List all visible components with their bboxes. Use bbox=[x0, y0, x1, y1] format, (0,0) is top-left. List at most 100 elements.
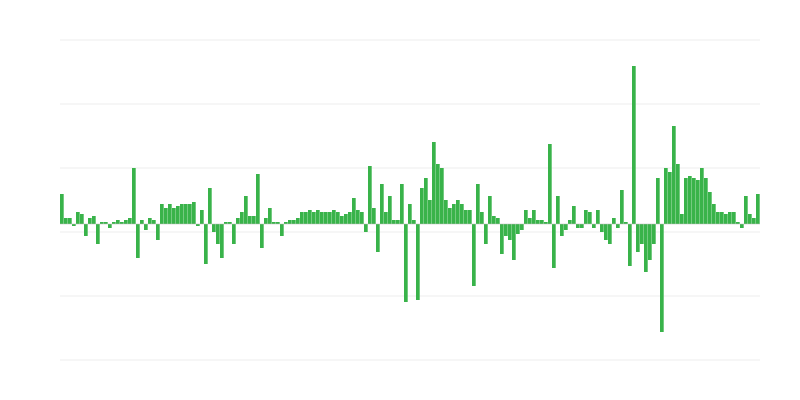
bar bbox=[284, 222, 288, 224]
bar bbox=[540, 220, 544, 224]
bar bbox=[200, 210, 204, 224]
bar bbox=[400, 184, 404, 224]
bar bbox=[516, 224, 520, 234]
bar bbox=[136, 224, 140, 258]
bar bbox=[636, 224, 640, 252]
bar bbox=[360, 212, 364, 224]
bar bbox=[448, 208, 452, 224]
bar bbox=[584, 210, 588, 224]
bar bbox=[484, 224, 488, 244]
bar bbox=[428, 200, 432, 224]
bar bbox=[608, 224, 612, 244]
bar bbox=[180, 204, 184, 224]
bar bbox=[664, 168, 668, 224]
bar bbox=[80, 214, 84, 224]
bar bbox=[368, 166, 372, 224]
bar bbox=[112, 222, 116, 224]
bar bbox=[456, 200, 460, 224]
bar bbox=[472, 224, 476, 286]
bar bbox=[108, 224, 112, 228]
bar bbox=[452, 204, 456, 224]
bar bbox=[744, 196, 748, 224]
bar bbox=[144, 224, 148, 230]
bar bbox=[204, 224, 208, 264]
bar bbox=[700, 168, 704, 224]
bar bbox=[228, 222, 232, 224]
bar bbox=[72, 224, 76, 226]
bar bbox=[476, 184, 480, 224]
bar bbox=[508, 224, 512, 240]
bar bbox=[388, 196, 392, 224]
bar bbox=[312, 212, 316, 224]
bar bbox=[504, 224, 508, 236]
bar bbox=[604, 224, 608, 240]
bar bbox=[404, 224, 408, 302]
bar bbox=[628, 224, 632, 266]
bar bbox=[440, 168, 444, 224]
bar bbox=[696, 180, 700, 224]
bar bbox=[392, 220, 396, 224]
bar bbox=[444, 200, 448, 224]
bar bbox=[640, 224, 644, 244]
bar bbox=[308, 210, 312, 224]
bar bbox=[724, 214, 728, 224]
bar bbox=[140, 220, 144, 224]
bar bbox=[164, 208, 168, 224]
bar bbox=[96, 224, 100, 244]
bar bbox=[488, 196, 492, 224]
bar bbox=[496, 218, 500, 224]
bar bbox=[648, 224, 652, 260]
bar bbox=[548, 144, 552, 224]
bar bbox=[716, 212, 720, 224]
bar bbox=[564, 224, 568, 230]
bar bbox=[616, 224, 620, 228]
bar bbox=[100, 222, 104, 224]
bar bbox=[568, 220, 572, 224]
bar bbox=[160, 204, 164, 224]
bar bbox=[152, 220, 156, 224]
bar bbox=[536, 220, 540, 224]
bar bbox=[84, 224, 88, 236]
bar bbox=[272, 222, 276, 224]
bar bbox=[188, 204, 192, 224]
bar bbox=[436, 164, 440, 224]
bar bbox=[76, 212, 80, 224]
bar bbox=[704, 178, 708, 224]
bar bbox=[104, 222, 108, 224]
bar bbox=[396, 220, 400, 224]
bar bbox=[184, 204, 188, 224]
bar bbox=[192, 202, 196, 224]
bar bbox=[268, 208, 272, 224]
bar bbox=[324, 212, 328, 224]
bar bbox=[620, 190, 624, 224]
bar bbox=[328, 212, 332, 224]
bar bbox=[240, 212, 244, 224]
bar bbox=[560, 224, 564, 236]
bar bbox=[172, 208, 176, 224]
bar bbox=[708, 192, 712, 224]
gridlines bbox=[60, 39, 760, 361]
bar bbox=[304, 212, 308, 224]
bar bbox=[372, 208, 376, 224]
bar bbox=[740, 224, 744, 228]
bar bbox=[276, 222, 280, 224]
bar bbox=[296, 218, 300, 224]
bar bbox=[544, 222, 548, 224]
bar bbox=[500, 224, 504, 254]
bar bbox=[264, 218, 268, 224]
bar bbox=[128, 218, 132, 224]
bar bbox=[408, 204, 412, 224]
bar bbox=[364, 224, 368, 232]
bar bbox=[380, 184, 384, 224]
bar bbox=[216, 224, 220, 244]
bar bbox=[148, 218, 152, 224]
bar bbox=[252, 216, 256, 224]
bar bbox=[156, 224, 160, 240]
bar bbox=[348, 212, 352, 224]
bar bbox=[260, 224, 264, 248]
bar bbox=[208, 188, 212, 224]
bar bbox=[464, 210, 468, 224]
bar bbox=[340, 216, 344, 224]
bar bbox=[224, 222, 228, 224]
